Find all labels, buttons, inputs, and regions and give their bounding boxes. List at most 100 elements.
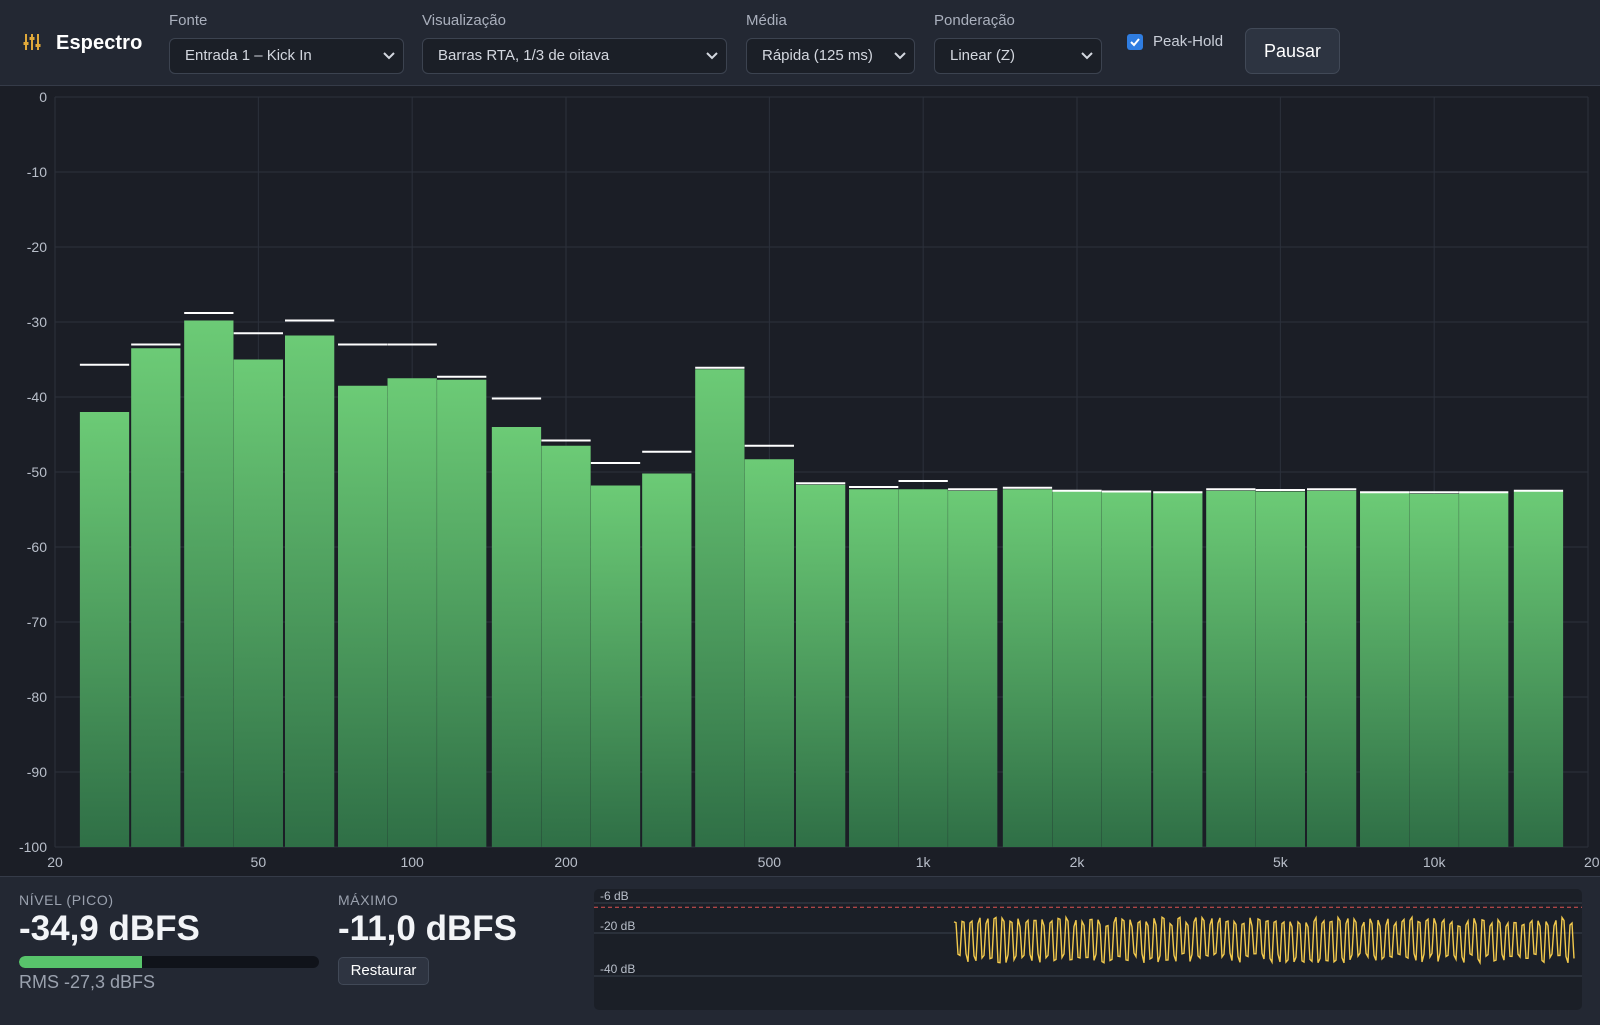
peak-hold-marker (1002, 486, 1053, 489)
level-history: -6 dB -20 dB -40 dB (594, 889, 1582, 1010)
spectrum-chart: 0 -10 -20 -30 -40 -50 -60 -70 -80 -90 -100 20 50 100 2… (0, 87, 1600, 876)
spectrum-bar (184, 320, 234, 847)
weighting-value: Linear (Z) (950, 47, 1016, 64)
peak-hold-marker (849, 486, 899, 488)
view-select[interactable]: Barras RTA, 1/3 de oitava (422, 38, 727, 74)
peak-hold-marker (437, 375, 487, 378)
reset-button[interactable]: Restaurar (338, 957, 429, 985)
spectrum-bar (338, 385, 388, 847)
chevron-down-icon (706, 52, 718, 60)
spectrum-bar (491, 427, 542, 847)
source-select[interactable]: Entrada 1 – Kick In (169, 38, 404, 74)
y-tick-label: -10 (27, 164, 47, 180)
peak-hold-checkbox[interactable] (1127, 34, 1143, 50)
x-tick-label: 20 (47, 854, 63, 870)
spectrum-bar (1409, 493, 1459, 847)
spectrum-bar (1255, 491, 1305, 847)
pause-button[interactable]: Pausar (1245, 28, 1340, 74)
spectrum-bar (541, 445, 591, 847)
toolbar: Espectro Fonte Entrada 1 – Kick In Visua… (0, 0, 1600, 86)
history-scale-label: -40 dB (600, 962, 635, 976)
y-tick-label: -90 (27, 764, 47, 780)
spectrum-bar (233, 359, 283, 847)
spectrum-bar (1002, 489, 1053, 847)
history-scale-label: -6 dB (600, 889, 629, 903)
sliders-icon (23, 34, 41, 50)
x-tick-label: 2k (1070, 854, 1086, 870)
peak-hold-marker (1101, 490, 1152, 493)
chevron-down-icon (383, 52, 395, 60)
spectrum-bar (898, 489, 948, 847)
y-tick-label: -50 (27, 464, 47, 480)
max-value: -11,0 dBFS (338, 909, 517, 948)
spectrum-bar (849, 489, 899, 847)
level-label: NÍVEL (PICO) (19, 892, 114, 908)
peak-hold-marker (1306, 488, 1357, 491)
peak-hold-marker (79, 363, 130, 366)
checkmark-icon (1130, 38, 1140, 47)
rms-value: RMS -27,3 dBFS (19, 972, 156, 992)
source-value: Entrada 1 – Kick In (185, 47, 312, 64)
weighting-label: Ponderação (934, 12, 1015, 29)
spectrum-bar (795, 484, 846, 847)
y-tick-label: -20 (27, 239, 47, 255)
spectrum-bar (1101, 492, 1152, 847)
spectrum-bar (590, 485, 641, 847)
peak-hold-marker (338, 343, 388, 346)
average-select[interactable]: Rápida (125 ms) (746, 38, 915, 74)
peak-hold-marker (744, 444, 794, 447)
peak-hold-marker (1409, 491, 1459, 494)
peak-hold-marker (1153, 491, 1203, 494)
peak-hold-label[interactable]: Peak-Hold (1153, 33, 1224, 50)
peak-hold-marker (387, 343, 437, 346)
x-tick-label: 100 (400, 854, 424, 870)
spectrum-bar (1360, 493, 1410, 847)
spectrum-bar (1206, 490, 1256, 847)
spectrum-bar (131, 348, 181, 847)
peak-hold-marker (131, 343, 181, 346)
peak-hold-marker (948, 488, 998, 491)
chevron-down-icon (894, 52, 906, 60)
x-tick-label: 20k (1584, 854, 1600, 870)
spectrum-bar (1306, 490, 1357, 847)
x-tick-label: 500 (758, 854, 782, 870)
peak-hold-marker (233, 332, 283, 335)
y-tick-label: 0 (39, 89, 47, 105)
x-tick-label: 50 (251, 854, 267, 870)
peak-hold-marker (1459, 491, 1509, 494)
average-label: Média (746, 12, 787, 29)
peak-hold-marker (184, 312, 234, 314)
peak-hold-marker (491, 397, 542, 400)
peak-hold-marker (1360, 491, 1410, 494)
history-scale-label: -20 dB (600, 919, 635, 933)
x-tick-label: 10k (1423, 854, 1447, 870)
spectrum-bar (695, 369, 745, 847)
level-value: -34,9 dBFS (19, 909, 200, 948)
weighting-select[interactable]: Linear (Z) (934, 38, 1102, 74)
peak-hold-marker (642, 450, 692, 453)
y-tick-label: -100 (19, 839, 47, 855)
peak-hold-marker (284, 319, 335, 322)
peak-hold-marker (695, 366, 745, 369)
y-tick-label: -80 (27, 689, 47, 705)
x-tick-label: 1k (916, 854, 932, 870)
y-tick-label: -70 (27, 614, 47, 630)
peak-hold-marker (590, 462, 641, 464)
spectrum-bar (948, 490, 998, 847)
peak-hold-marker (795, 482, 846, 485)
spectrum-bar (1459, 493, 1509, 847)
x-tick-label: 200 (554, 854, 578, 870)
y-tick-label: -40 (27, 389, 47, 405)
spectrum-bar (1513, 491, 1564, 847)
max-label: MÁXIMO (338, 892, 399, 908)
spectrum-bar (744, 459, 794, 847)
view-label: Visualização (422, 12, 506, 29)
peak-hold-marker (1052, 489, 1102, 492)
meters-panel: NÍVEL (PICO) -34,9 dBFS RMS -27,3 dBFS M… (0, 876, 1600, 1025)
x-tick-label: 5k (1273, 854, 1289, 870)
spectrum-bar (284, 335, 335, 847)
level-bar (19, 956, 319, 968)
chevron-down-icon (1081, 52, 1093, 60)
level-history-plot: -6 dB -20 dB -40 dB (594, 889, 1582, 977)
